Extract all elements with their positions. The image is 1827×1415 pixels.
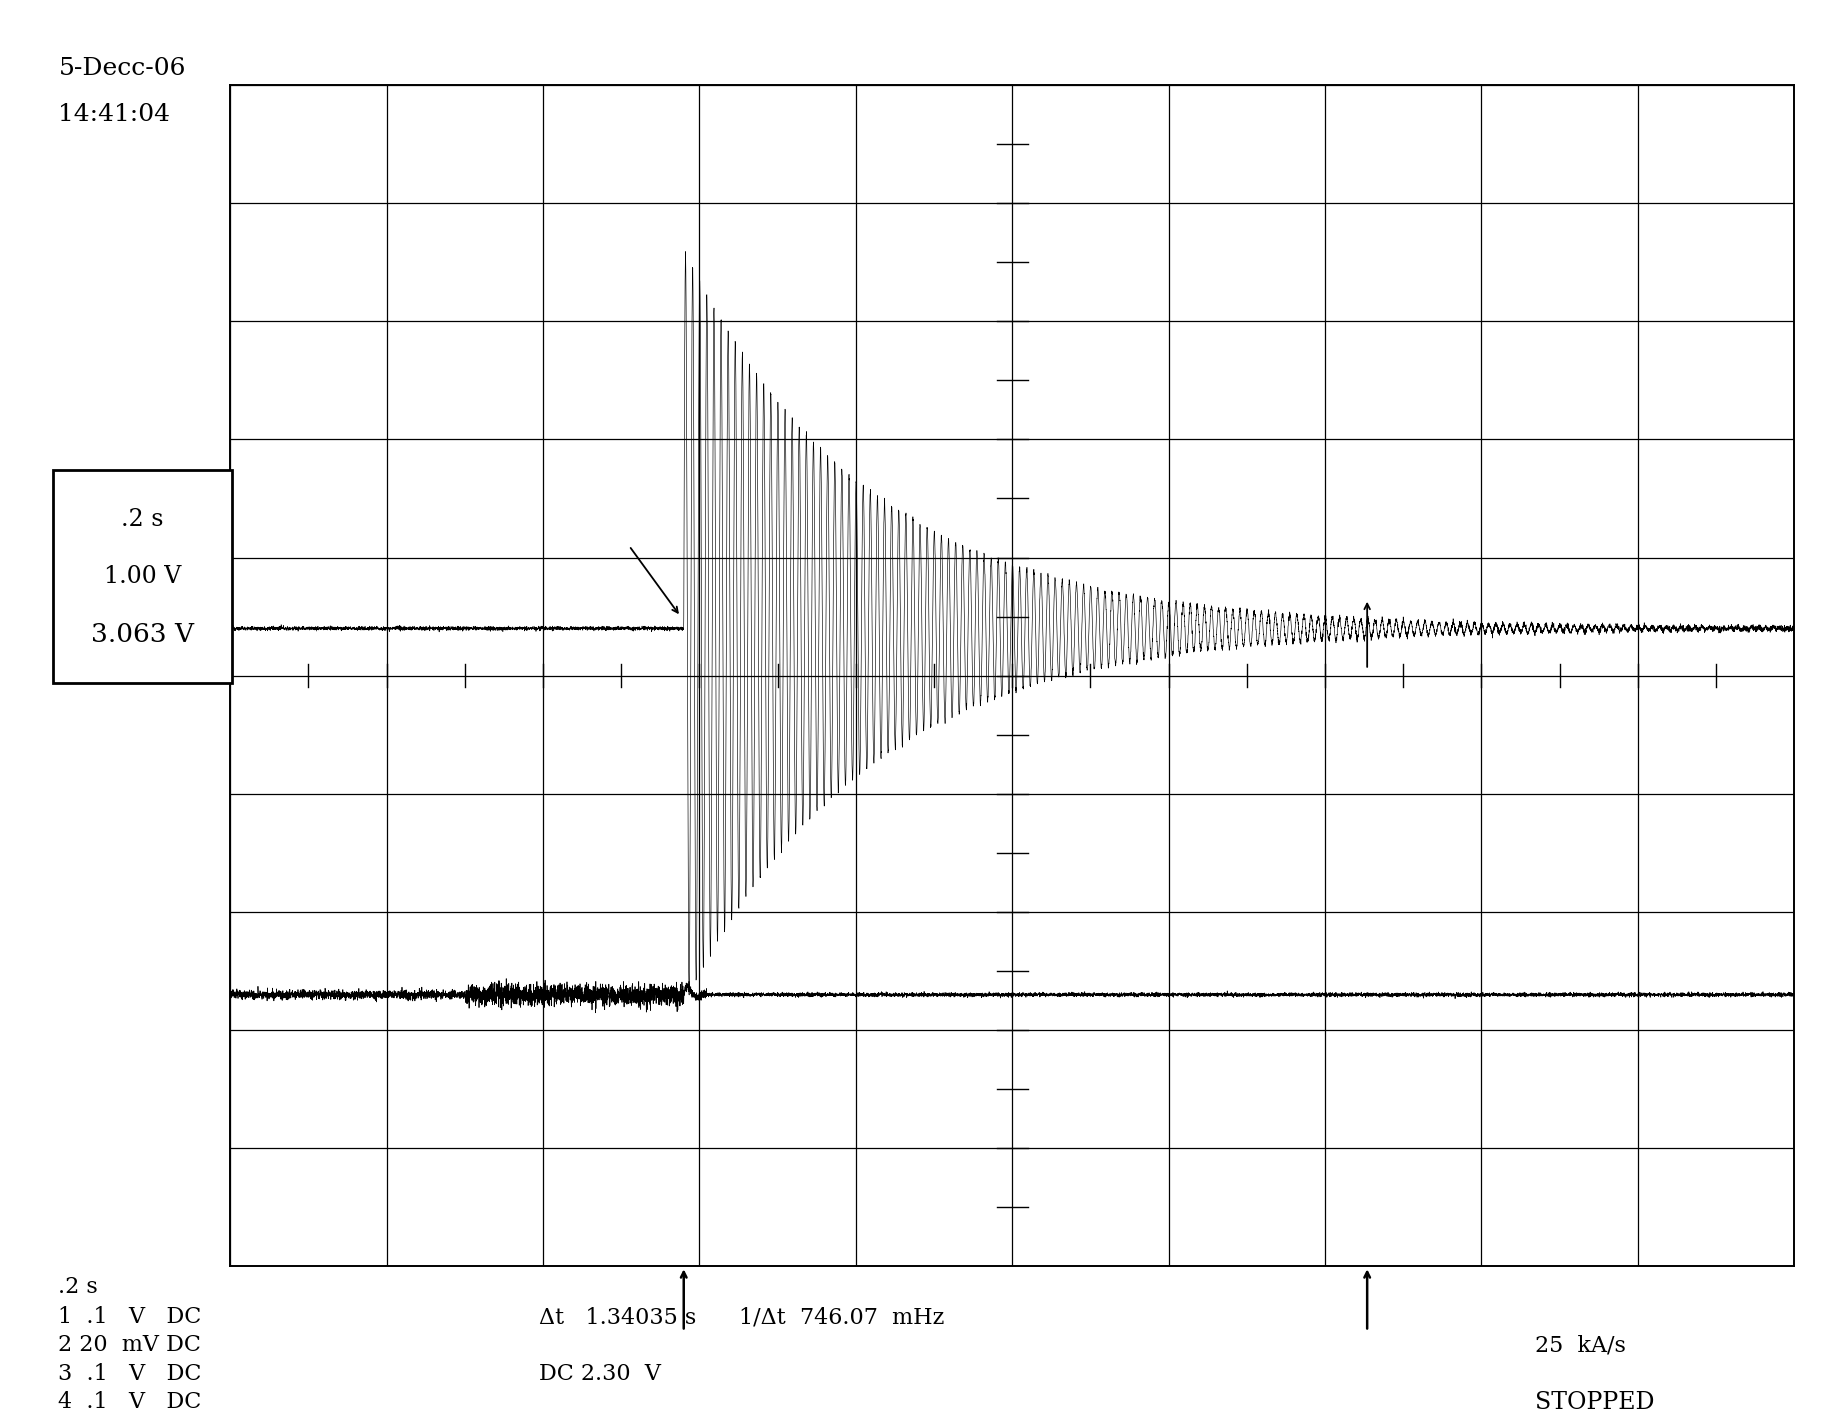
Text: 4  .1   V   DC: 4 .1 V DC xyxy=(58,1391,201,1414)
Text: 14:41:04: 14:41:04 xyxy=(58,103,170,126)
Text: .2 s: .2 s xyxy=(121,508,164,531)
Text: 5-Decc-06: 5-Decc-06 xyxy=(58,57,186,79)
Text: Δt   1.34035 s      1/Δt  746.07  mHz: Δt 1.34035 s 1/Δt 746.07 mHz xyxy=(539,1306,945,1329)
Text: STOPPED: STOPPED xyxy=(1535,1391,1653,1414)
Text: 25  kA/s: 25 kA/s xyxy=(1535,1334,1626,1357)
Text: 3.063 V: 3.063 V xyxy=(91,621,194,647)
Text: 2 20  mV DC: 2 20 mV DC xyxy=(58,1334,201,1357)
Text: DC 2.30  V: DC 2.30 V xyxy=(539,1363,661,1385)
Text: .2 s: .2 s xyxy=(58,1276,99,1299)
Text: 1.00 V: 1.00 V xyxy=(104,565,181,589)
Text: 1  .1   V   DC: 1 .1 V DC xyxy=(58,1306,201,1329)
Text: 3  .1   V   DC: 3 .1 V DC xyxy=(58,1363,201,1385)
